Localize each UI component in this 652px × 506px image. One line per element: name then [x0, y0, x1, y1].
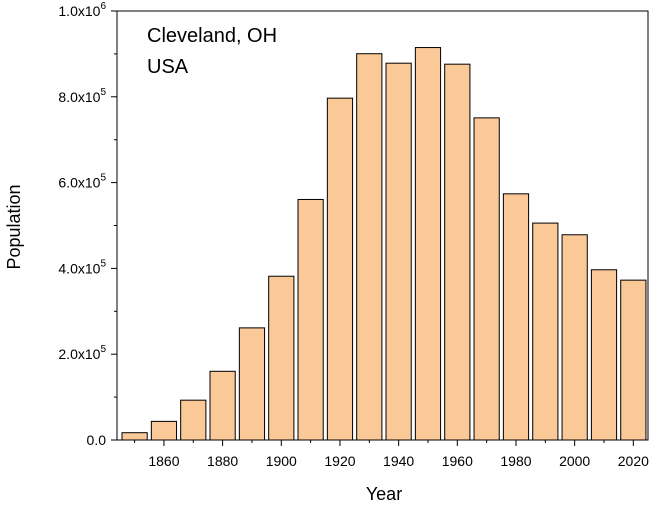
- bar-1960: [444, 63, 471, 441]
- x-tick-label-1920: 1920: [324, 453, 355, 469]
- y-axis-title: Population: [4, 184, 24, 269]
- y-axis: 0.0 2.0x105 4.0x105 6.0x105 8.0x105 1.0x106: [58, 1, 117, 448]
- y-tick-label-1000000: 1.0x106: [58, 1, 106, 19]
- chart-annotation-line-2: USA: [147, 56, 189, 78]
- y-tick-label-0: 0.0: [87, 432, 107, 448]
- bar-1900: [268, 275, 295, 441]
- bar-1880: [209, 370, 236, 441]
- bar-2000: [561, 234, 588, 441]
- y-tick-label-600000: 6.0x105: [58, 173, 106, 191]
- bar-2010: [590, 269, 618, 441]
- bar-1990: [532, 222, 559, 441]
- bar-1980: [502, 193, 530, 441]
- bar-1950: [414, 47, 442, 441]
- x-tick-label-1960: 1960: [442, 453, 473, 469]
- bar-1930: [356, 53, 383, 441]
- bar-1870: [180, 399, 207, 441]
- bar-1860: [150, 420, 178, 441]
- x-tick-label-1880: 1880: [207, 453, 238, 469]
- x-tick-label-2020: 2020: [618, 453, 649, 469]
- bar-1970: [473, 117, 500, 441]
- bar-2020: [620, 279, 647, 441]
- x-axis: 1860 1880 1900 1920 1940 1960 1980 2000 2020: [134, 440, 649, 469]
- x-tick-label-2000: 2000: [559, 453, 590, 469]
- x-tick-label-1940: 1940: [383, 453, 414, 469]
- chart-annotation-line-1: Cleveland, OH: [147, 25, 277, 47]
- bar-series: [121, 47, 647, 441]
- x-tick-label-1900: 1900: [266, 453, 297, 469]
- bar-1850: [121, 432, 148, 441]
- x-tick-label-1860: 1860: [148, 453, 179, 469]
- x-tick-label-1980: 1980: [500, 453, 531, 469]
- bar-1940: [385, 62, 412, 441]
- y-tick-label-800000: 8.0x105: [58, 87, 106, 105]
- y-tick-label-200000: 2.0x105: [58, 344, 106, 362]
- bar-1910: [297, 198, 324, 441]
- x-axis-title: Year: [366, 484, 402, 504]
- y-tick-label-400000: 4.0x105: [58, 258, 106, 276]
- bar-1920: [326, 97, 354, 441]
- bar-1890: [238, 327, 266, 441]
